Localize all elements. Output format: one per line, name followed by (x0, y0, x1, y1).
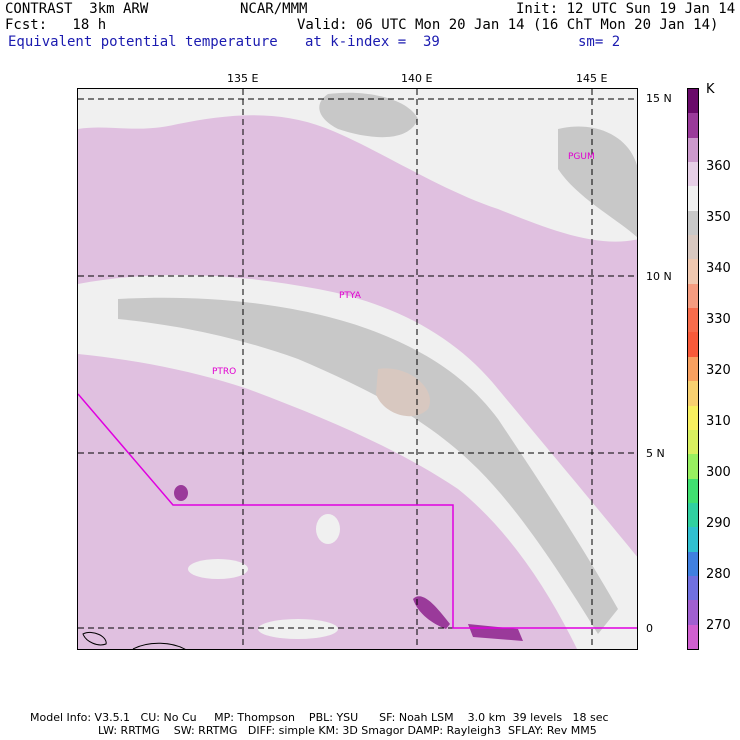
gray-patch-northeast (558, 126, 637, 238)
white-blob-2 (188, 559, 248, 579)
colorbar-swatch (688, 454, 698, 480)
valid-time: Valid: 06 UTC Mon 20 Jan 14 (16 ChT Mon … (297, 17, 719, 33)
white-blob-3 (258, 619, 338, 639)
coastline-2 (132, 642, 186, 649)
colorbar-swatch (688, 478, 698, 504)
white-blob-1 (316, 514, 340, 544)
coastline-1 (82, 631, 107, 646)
field-name: Equivalent potential temperature (8, 34, 278, 50)
lat-label-0: 0 (646, 622, 653, 635)
cb-label-330: 330 (706, 312, 731, 327)
forecast-hour: Fcst: 18 h (5, 17, 107, 33)
cb-label-340: 340 (706, 261, 731, 276)
colorbar-swatch (688, 259, 698, 285)
map-field (78, 89, 637, 649)
cb-label-280: 280 (706, 567, 731, 582)
colorbar-swatch (688, 405, 698, 431)
theta-e-map: PGUM PTYA PTRO (77, 88, 638, 650)
gray-band-central (118, 297, 618, 634)
colorbar-swatch (688, 600, 698, 626)
cb-label-320: 320 (706, 363, 731, 378)
colorbar-swatch (688, 89, 698, 114)
colorbar-swatch (688, 502, 698, 528)
cb-label-350: 350 (706, 210, 731, 225)
colorbar-swatch (688, 283, 698, 309)
init-time: Init: 12 UTC Sun 19 Jan 14 (516, 1, 736, 17)
level-index: at k-index = 39 (305, 34, 440, 50)
colorbar-swatch (688, 162, 698, 187)
lon-label-135: 135 E (227, 72, 259, 85)
colorbar-swatch (688, 429, 698, 455)
pink-region-east (489, 269, 637, 404)
footer-line-2: LW: RRTMG SW: RRTMG DIFF: simple KM: 3D … (98, 724, 597, 737)
smoothing: sm= 2 (578, 34, 621, 50)
colorbar-swatch (688, 308, 698, 333)
colorbar-swatch (688, 356, 698, 382)
colorbar-swatch (688, 381, 698, 407)
station-pgum: PGUM (568, 152, 595, 162)
colorbar-swatch (688, 137, 698, 163)
cb-label-300: 300 (706, 465, 731, 480)
lon-label-145: 145 E (576, 72, 608, 85)
colorbar-swatch (688, 624, 698, 650)
pink-band-north (78, 180, 343, 281)
purple-spot-2 (413, 596, 450, 629)
lat-label-10n: 10 N (646, 270, 672, 283)
map-grid (78, 89, 637, 649)
colorbar-swatch (688, 186, 698, 212)
colorbar (687, 88, 699, 650)
lon-label-140: 140 E (401, 72, 433, 85)
colorbar-unit: K (706, 82, 715, 97)
cb-label-310: 310 (706, 414, 731, 429)
gray-patch-north (319, 92, 418, 138)
center-name: NCAR/MMM (240, 1, 308, 17)
colorbar-swatch (688, 332, 698, 358)
white-region-north (78, 89, 637, 242)
boundary-line (78, 393, 637, 629)
colorbar-swatch (688, 551, 698, 577)
colorbar-swatch (688, 527, 698, 553)
lat-label-5n: 5 N (646, 447, 665, 460)
colorbar-swatch (688, 210, 698, 236)
station-ptya: PTYA (339, 291, 361, 301)
cb-label-360: 360 (706, 159, 731, 174)
colorbar-swatch (688, 235, 698, 260)
lat-label-15n: 15 N (646, 92, 672, 105)
colorbar-swatch (688, 113, 698, 139)
cb-label-270: 270 (706, 618, 731, 633)
footer-line-1: Model Info: V3.5.1 CU: No Cu MP: Thompso… (30, 711, 609, 724)
tan-patch-central (376, 368, 430, 417)
colorbar-swatch (688, 575, 698, 601)
purple-spot-1 (174, 485, 188, 501)
cb-label-290: 290 (706, 516, 731, 531)
white-band-central (78, 274, 637, 649)
model-name: CONTRAST 3km ARW (5, 1, 149, 17)
station-ptro: PTRO (212, 367, 237, 377)
